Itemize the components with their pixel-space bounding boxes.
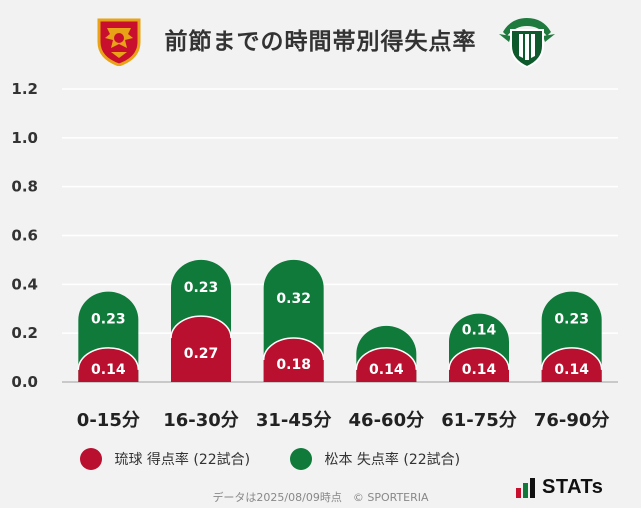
data-label-ryukyu: 0.27 bbox=[184, 346, 219, 362]
x-tick-label: 46-60分 bbox=[349, 410, 425, 431]
legend-item-matsumoto: 松本 失点率 (22試合) bbox=[290, 448, 460, 470]
data-label-ryukyu: 0.14 bbox=[91, 362, 126, 378]
y-tick-label: 1.2 bbox=[11, 80, 38, 98]
data-label-ryukyu: 0.14 bbox=[369, 362, 404, 378]
fc-ryukyu-emblem-icon bbox=[97, 18, 141, 66]
bar-chart: 0.00.20.40.60.81.01.2 0.140.230.270.230.… bbox=[11, 80, 618, 431]
legend-swatch-ryukyu bbox=[80, 448, 102, 470]
bar-ryukyu bbox=[263, 338, 324, 382]
data-label-ryukyu: 0.14 bbox=[462, 362, 497, 378]
stats-logo-icon bbox=[516, 478, 535, 498]
bar-ryukyu bbox=[356, 347, 417, 382]
legend-label-matsumoto: 松本 失点率 (22試合) bbox=[324, 452, 461, 468]
bar-ryukyu bbox=[78, 347, 139, 382]
bar-ryukyu bbox=[449, 347, 509, 382]
bar-separator bbox=[170, 315, 232, 339]
data-label-matsumoto: 0.32 bbox=[276, 291, 311, 307]
bar-separator bbox=[540, 347, 603, 370]
y-tick-label: 1.0 bbox=[11, 129, 38, 147]
x-tick-label: 76-90分 bbox=[534, 410, 610, 431]
chart-header: 前節までの時間帯別得失点率 bbox=[0, 0, 641, 80]
gridlines bbox=[62, 88, 618, 383]
y-tick-label: 0.2 bbox=[11, 324, 38, 342]
matsumoto-yamaga-emblem-icon bbox=[499, 18, 555, 69]
brand-name: STATs bbox=[542, 476, 604, 498]
data-label-matsumoto: 0.23 bbox=[184, 280, 219, 296]
data-label-matsumoto: 0.23 bbox=[554, 312, 589, 328]
data-label-matsumoto: 0.23 bbox=[91, 312, 126, 328]
x-tick-label: 0-15分 bbox=[77, 410, 140, 431]
x-axis-ticks: 0-15分 16-30分 31-45分 46-60分 61-75分 76-90分 bbox=[77, 410, 610, 431]
data-label-ryukyu: 0.18 bbox=[276, 357, 311, 373]
data-timestamp: データは2025/08/09時点 © SPORTERIA bbox=[212, 491, 429, 504]
y-axis-ticks: 0.0 0.2 0.4 0.6 0.8 1.0 1.2 bbox=[11, 80, 38, 391]
x-tick-label: 31-45分 bbox=[256, 410, 332, 431]
data-label-ryukyu: 0.14 bbox=[554, 362, 589, 378]
y-tick-label: 0.6 bbox=[11, 227, 38, 245]
x-tick-label: 61-75分 bbox=[441, 410, 517, 431]
bar-ryukyu bbox=[541, 347, 602, 382]
x-tick-label: 16-30分 bbox=[163, 410, 239, 431]
bar-separator bbox=[262, 337, 325, 361]
y-tick-label: 0.8 bbox=[11, 178, 38, 196]
bar-separator bbox=[448, 347, 510, 370]
legend-label-ryukyu: 琉球 得点率 (22試合) bbox=[114, 452, 251, 468]
bar-separator bbox=[77, 347, 140, 370]
bars bbox=[77, 259, 603, 382]
legend-swatch-matsumoto bbox=[290, 448, 312, 470]
data-label-matsumoto: 0.14 bbox=[462, 323, 497, 339]
bar-ryukyu bbox=[171, 316, 232, 382]
y-tick-label: 0.4 bbox=[11, 275, 38, 293]
bar-separator bbox=[355, 347, 418, 370]
chart-title: 前節までの時間帯別得失点率 bbox=[164, 29, 477, 55]
y-tick-label: 0.0 bbox=[11, 373, 38, 391]
legend-item-ryukyu: 琉球 得点率 (22試合) bbox=[80, 448, 250, 470]
data-labels: 0.14 0.23 0.27 0.23 0.18 0.32 0.14 0.14 0.14 0.14… bbox=[91, 280, 589, 378]
